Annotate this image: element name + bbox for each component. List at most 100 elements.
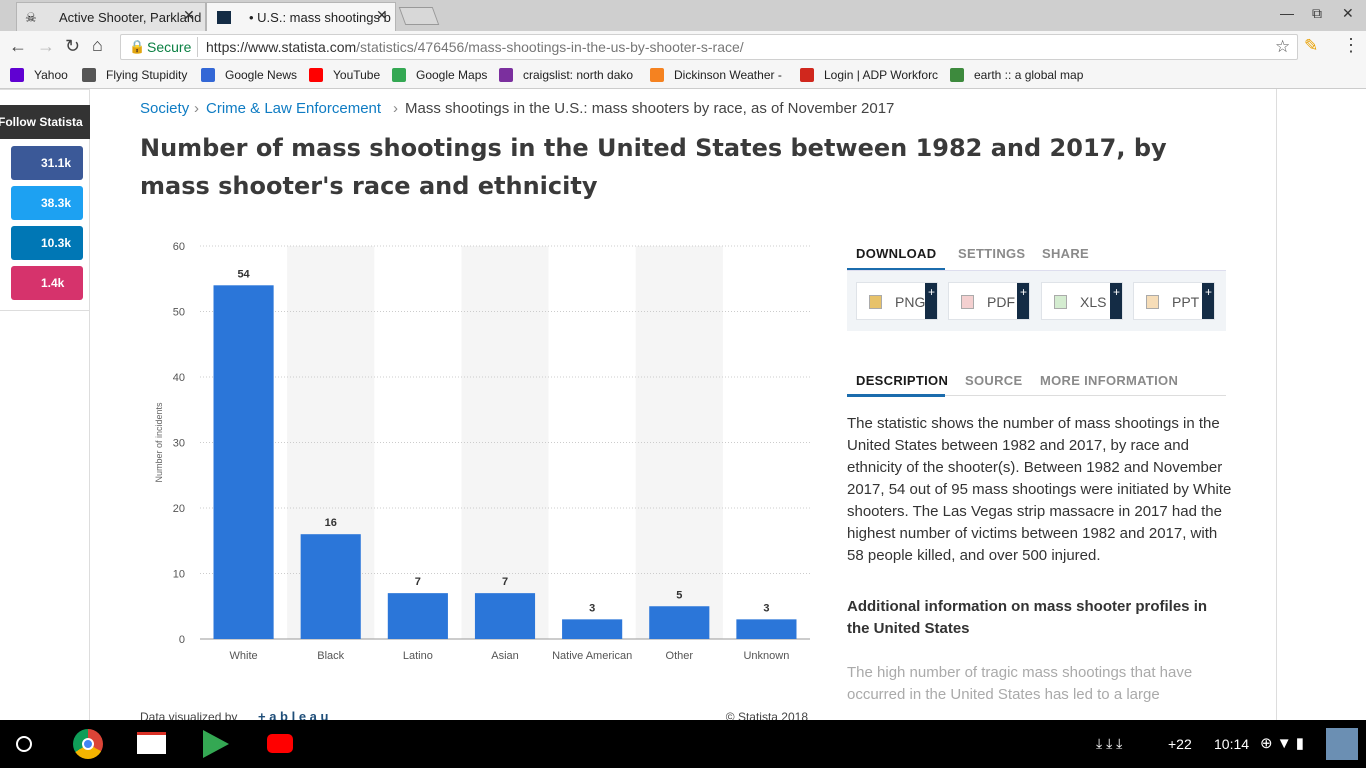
credit-brand: + a b l e a u <box>258 709 329 720</box>
band-shade <box>635 246 723 639</box>
tab[interactable]: SETTINGS <box>958 246 1026 261</box>
y-tick-label: 30 <box>173 438 185 450</box>
y-tick-label: 40 <box>173 372 185 384</box>
y-tick-label: 50 <box>173 307 185 319</box>
bookmark[interactable]: Flying Stupidity <box>106 68 188 82</box>
bookmark-star[interactable]: ☆ <box>1275 37 1291 56</box>
icon <box>1146 295 1159 309</box>
icon <box>869 295 882 309</box>
breadcrumb-link[interactable]: Crime & Law Enforcement <box>206 100 382 117</box>
url-host: https://www.statista.com <box>206 39 357 55</box>
value-label: 7 <box>415 576 421 588</box>
description-text: The statistic shows the number of mass s… <box>847 415 1232 564</box>
icon <box>1054 295 1067 309</box>
youtube-app[interactable] <box>267 734 293 753</box>
minimize[interactable]: — <box>1280 5 1294 21</box>
tab[interactable]: DESCRIPTION <box>856 373 949 388</box>
tab[interactable]: SHARE <box>1042 246 1090 261</box>
secure-label: Secure <box>147 39 192 55</box>
instagram-count[interactable]: 1.4k <box>11 266 83 300</box>
tab-title: • U.S.: mass shootings b <box>249 10 391 25</box>
download-xls[interactable]: XLS + <box>1041 282 1123 320</box>
label: PPT <box>1172 294 1200 310</box>
browser-tab[interactable]: ☠ Active Shooter, Parkland <box>16 2 206 31</box>
download-pdf[interactable]: PDF + <box>948 282 1030 320</box>
play-app[interactable] <box>203 730 229 758</box>
bookmark-icon <box>650 68 664 82</box>
download-png[interactable]: PNG + <box>856 282 938 320</box>
status-icons[interactable]: ⊕ ▼ ▮ <box>1260 735 1305 752</box>
bookmark[interactable]: Dickinson Weather - <box>674 68 782 82</box>
bookmark[interactable]: YouTube <box>333 68 381 82</box>
home[interactable]: ⌂ <box>92 35 103 55</box>
icon <box>961 295 974 309</box>
copyright: © Statista 2018 <box>726 710 809 720</box>
close-window[interactable]: ✕ <box>1342 5 1354 21</box>
clock[interactable]: 10:14 <box>1214 736 1250 752</box>
y-tick-label: 0 <box>179 634 185 646</box>
linkedin-count[interactable]: 10.3k <box>11 226 83 260</box>
label: XLS <box>1080 294 1107 310</box>
divider <box>197 37 198 57</box>
count: 1.4k <box>41 276 65 290</box>
reload[interactable]: ↻ <box>65 36 81 56</box>
bar <box>562 619 623 639</box>
avatar[interactable] <box>1326 728 1358 760</box>
x-tick-label: Asian <box>491 650 519 662</box>
tab[interactable]: MORE INFORMATION <box>1040 373 1179 388</box>
x-tick-label: Native American <box>552 650 632 662</box>
chart: 0 10 20 30 40 50 60 Number of incidents White 54 B… <box>140 241 810 720</box>
label: PDF <box>987 294 1015 310</box>
tab-icon <box>217 11 231 24</box>
notification-count[interactable]: +22 <box>1168 736 1192 752</box>
bookmark-icon <box>950 68 964 82</box>
chrome-app[interactable] <box>73 729 103 759</box>
breadcrumb-current: Mass shootings in the U.S.: mass shooter… <box>405 100 895 117</box>
tab-rule <box>847 395 1226 396</box>
bookmark[interactable]: Google News <box>225 68 298 82</box>
y-tick-label: 60 <box>173 241 185 253</box>
launcher[interactable] <box>16 736 32 752</box>
value-label: 16 <box>325 517 337 529</box>
value-label: 7 <box>502 576 508 588</box>
bookmark[interactable]: Login | ADP Workforc <box>824 68 939 82</box>
extension[interactable]: ✎ <box>1304 36 1319 55</box>
tab-icon: ☠ <box>25 10 37 25</box>
bookmark[interactable]: earth :: a global map <box>974 68 1084 82</box>
bookmarks-bar: Yahoo Flying Stupidity Google News YouTube G… <box>0 62 1366 89</box>
facebook-count[interactable]: 31.1k <box>11 146 83 180</box>
download-ppt[interactable]: PPT + <box>1133 282 1215 320</box>
bookmark[interactable]: Yahoo <box>34 68 68 82</box>
breadcrumb-link[interactable]: Society <box>140 100 190 117</box>
plus: + <box>1202 283 1214 319</box>
x-tick-label: Unknown <box>743 650 789 662</box>
close-tab[interactable]: ✕ <box>376 7 388 23</box>
new-tab[interactable] <box>398 7 440 25</box>
page-border <box>1276 89 1277 720</box>
tab-title: Active Shooter, Parkland <box>59 10 202 25</box>
plus: + <box>925 283 937 319</box>
value-label: 5 <box>676 589 682 601</box>
bar <box>474 593 536 639</box>
maximize[interactable]: ⧉ <box>1312 5 1322 21</box>
bar <box>649 606 710 639</box>
tab[interactable]: SOURCE <box>965 373 1023 388</box>
omnibox[interactable]: 🔒 Secure https://www.statista.com/statis… <box>120 34 1298 60</box>
label: PNG <box>895 294 926 310</box>
gmail-app[interactable] <box>137 732 166 754</box>
twitter-count[interactable]: 38.3k <box>11 186 83 220</box>
value-label: 3 <box>589 602 595 614</box>
social-panel: Follow Statista 31.1k 38.3k 10.3k 1.4k <box>0 89 90 311</box>
menu[interactable]: ⋮ <box>1342 35 1360 55</box>
browser-tab[interactable]: • U.S.: mass shootings b <box>206 2 396 31</box>
forward[interactable]: → <box>37 36 55 56</box>
bookmark[interactable]: craigslist: north dako <box>523 68 634 82</box>
bookmark[interactable]: Google Maps <box>416 68 488 82</box>
lock-icon: 🔒 <box>129 39 146 54</box>
download-icons[interactable]: ⤓ ⤓ ⤓ <box>1096 735 1123 751</box>
taskbar: ⤓ ⤓ ⤓ +22 10:14 ⊕ ▼ ▮ <box>0 720 1366 768</box>
count: 10.3k <box>41 236 72 250</box>
close-tab[interactable]: ✕ <box>183 7 195 23</box>
tab[interactable]: DOWNLOAD <box>856 246 937 261</box>
back[interactable]: ← <box>9 36 27 56</box>
